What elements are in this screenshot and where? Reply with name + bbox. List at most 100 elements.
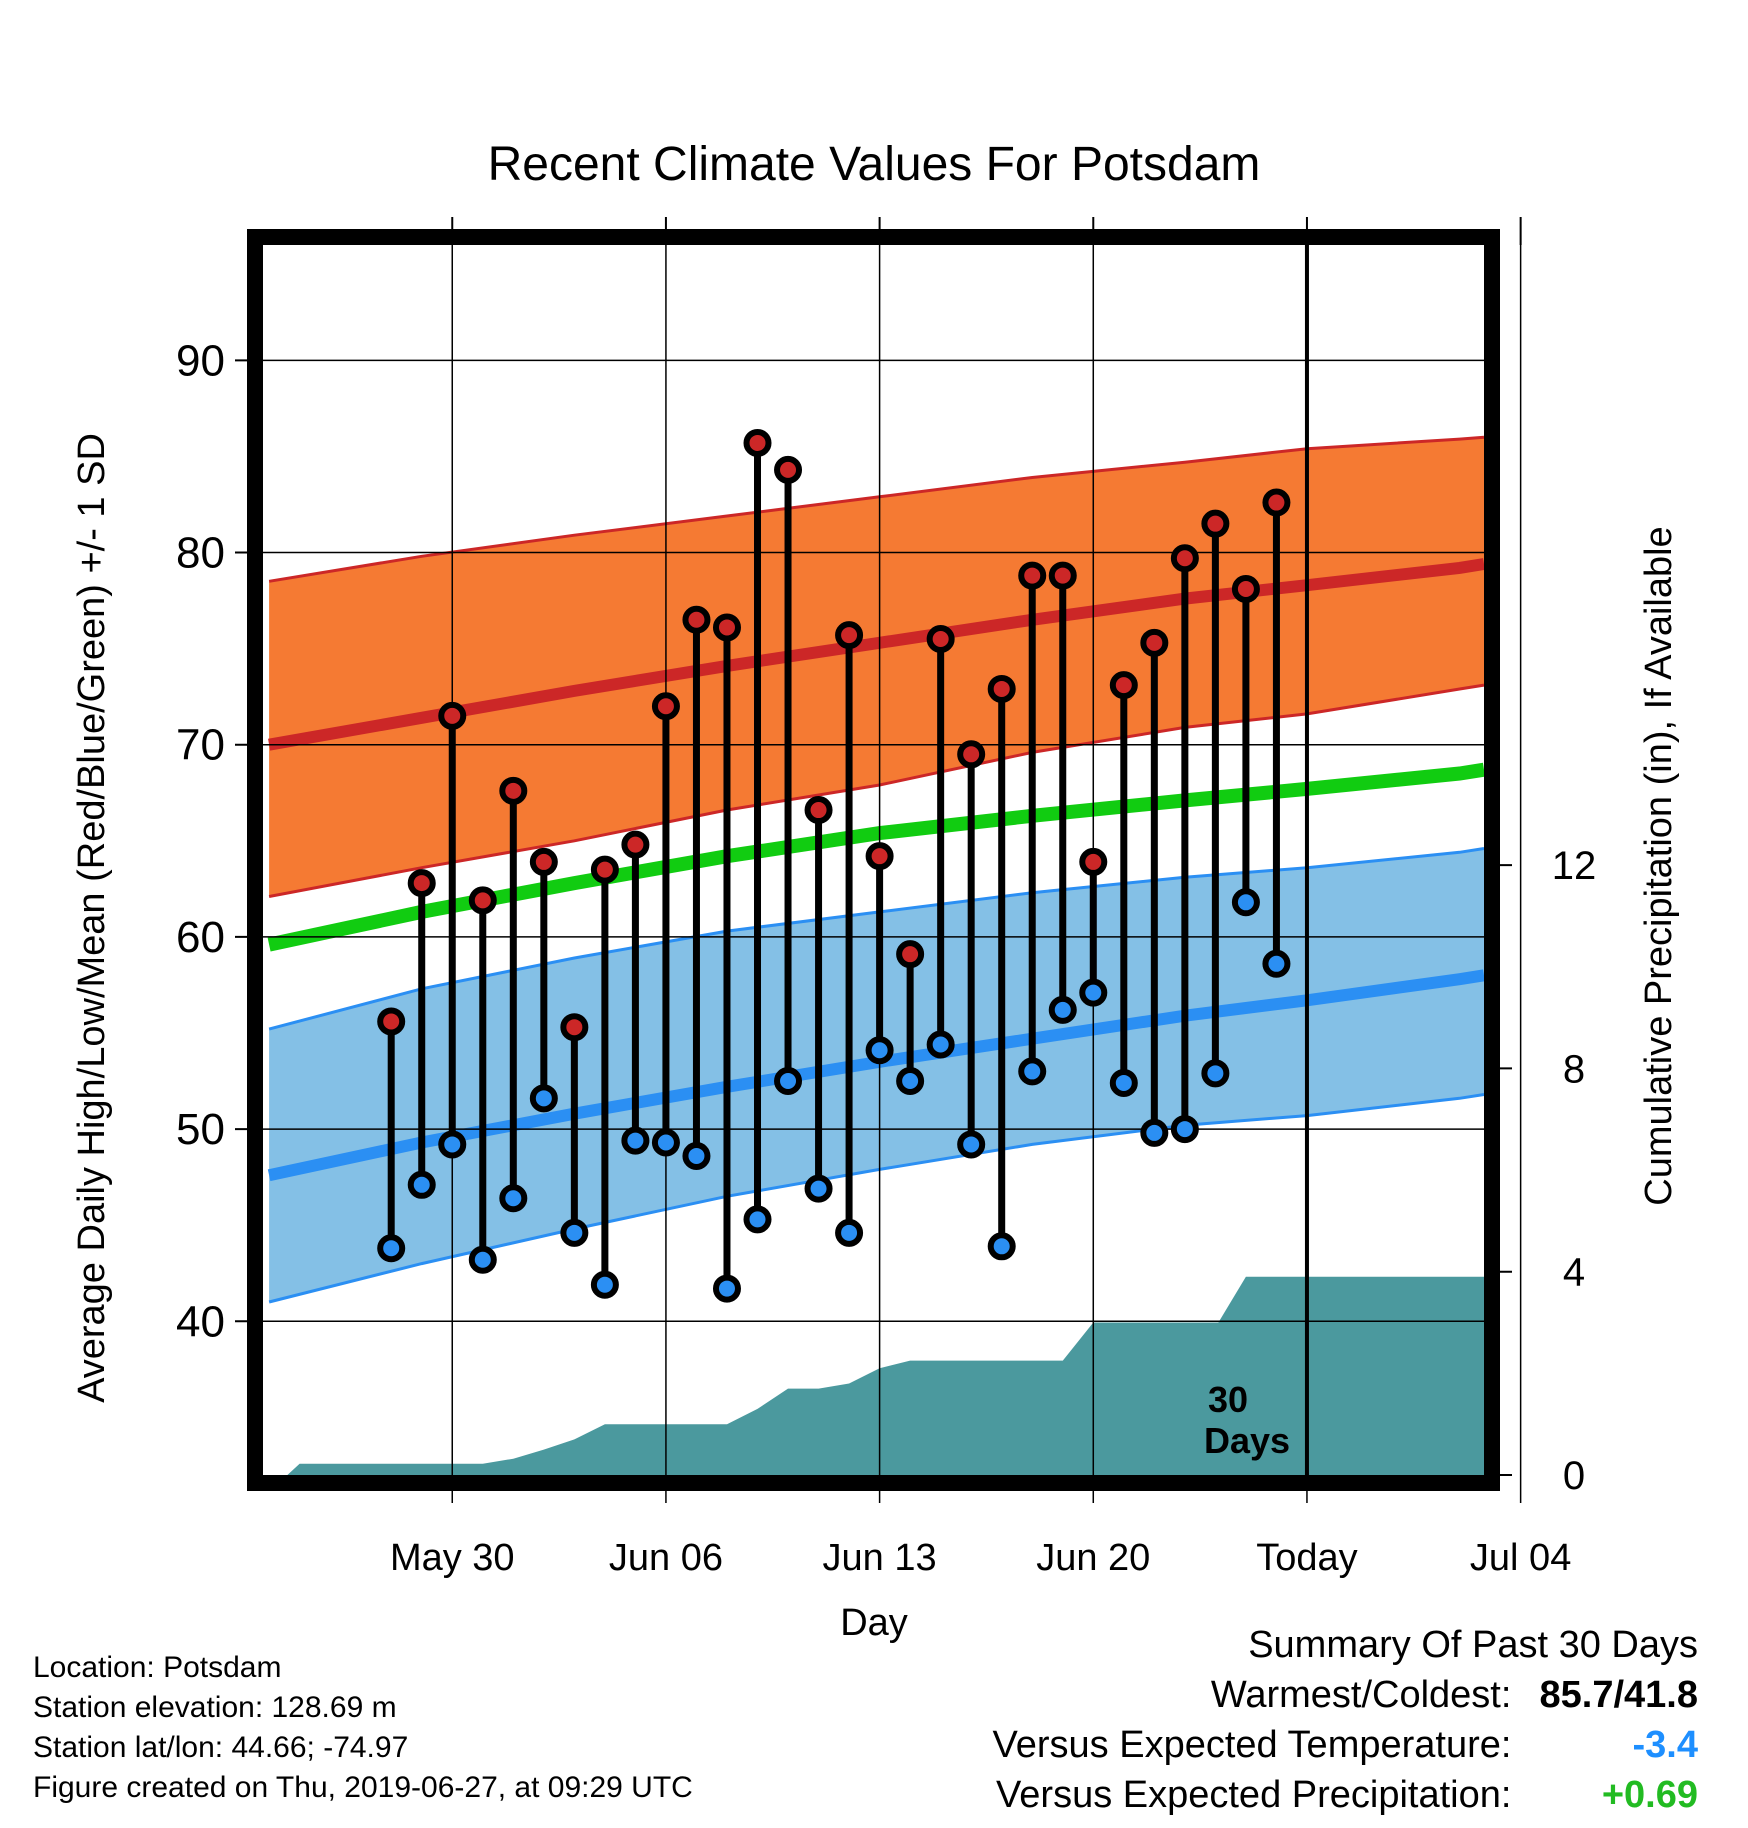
daily-low-point bbox=[743, 1205, 772, 1234]
y-tick-label: 60 bbox=[176, 913, 225, 962]
daily-high-point bbox=[804, 796, 833, 825]
daily-high-point bbox=[1140, 628, 1169, 657]
y-tick-label: 90 bbox=[176, 336, 225, 385]
precip-anomaly-row: Versus Expected Precipitation: +0.69 bbox=[993, 1770, 1698, 1820]
daily-low-point bbox=[560, 1218, 589, 1247]
daily-low-point bbox=[1109, 1068, 1138, 1097]
y-tick-label: 40 bbox=[176, 1297, 225, 1346]
x-tick-label: Jun 20 bbox=[1036, 1537, 1150, 1579]
temp-anomaly-value: -3.4 bbox=[1632, 1724, 1698, 1766]
warmest-coldest-row: Warmest/Coldest: 85.7/41.8 bbox=[993, 1670, 1698, 1720]
x-tick-label: Jun 13 bbox=[823, 1537, 937, 1579]
daily-high-point bbox=[926, 624, 955, 653]
daily-high-point bbox=[621, 830, 650, 859]
daily-low-point bbox=[865, 1036, 894, 1065]
daily-high-point bbox=[529, 847, 558, 876]
summary-panel: Summary Of Past 30 Days Warmest/Coldest:… bbox=[993, 1620, 1698, 1820]
daily-low-point bbox=[957, 1130, 986, 1159]
daily-low-point bbox=[896, 1067, 925, 1096]
daily-high-point bbox=[590, 855, 619, 884]
daily-low-point bbox=[682, 1141, 711, 1170]
y2-axis-label: Cumulative Precipitation (in), If Availa… bbox=[1638, 526, 1680, 1205]
daily-low-point bbox=[1262, 949, 1291, 978]
temp-anomaly-row: Versus Expected Temperature: -3.4 bbox=[993, 1720, 1698, 1770]
y2-tick-label: 4 bbox=[1563, 1251, 1585, 1295]
daily-high-point bbox=[896, 940, 925, 969]
plot-frame bbox=[247, 229, 1500, 1491]
daily-high-point bbox=[682, 605, 711, 634]
temp-anomaly-label: Versus Expected Temperature: bbox=[992, 1724, 1512, 1766]
daily-high-point bbox=[499, 776, 528, 805]
daily-high-point bbox=[1048, 561, 1077, 590]
high-sd-upper-line bbox=[268, 435, 1485, 583]
daily-high-point bbox=[560, 1013, 589, 1042]
daily-high-point bbox=[957, 740, 986, 769]
daily-high-point bbox=[1018, 561, 1047, 590]
daily-low-point bbox=[1079, 978, 1108, 1007]
daily-low-point bbox=[1170, 1115, 1199, 1144]
daily-high-point bbox=[1170, 544, 1199, 573]
summary-title: Summary Of Past 30 Days bbox=[1248, 1624, 1698, 1666]
daily-low-point bbox=[804, 1174, 833, 1203]
mean-low-line bbox=[267, 969, 1485, 1182]
today-days-label: Days bbox=[1204, 1420, 1290, 1461]
daily-high-point bbox=[438, 701, 467, 730]
daily-high-point bbox=[407, 869, 436, 898]
y2-tick-label: 12 bbox=[1552, 844, 1597, 888]
daily-high-point bbox=[712, 613, 741, 642]
mean-temperature-line bbox=[267, 762, 1486, 952]
daily-low-point bbox=[651, 1128, 680, 1157]
observations bbox=[377, 428, 1291, 1303]
low-sd-upper-line bbox=[268, 847, 1485, 1031]
today-days-count: 30 bbox=[1208, 1379, 1248, 1420]
daily-high-point bbox=[987, 674, 1016, 703]
daily-low-point bbox=[1231, 888, 1260, 917]
daily-low-point bbox=[407, 1170, 436, 1199]
mean-high-line bbox=[268, 558, 1485, 751]
daily-high-point bbox=[377, 1007, 406, 1036]
daily-low-point bbox=[621, 1126, 650, 1155]
warmest-coldest-value: 85.7/41.8 bbox=[1539, 1674, 1698, 1716]
warmest-coldest-label: Warmest/Coldest: bbox=[1210, 1674, 1512, 1716]
daily-low-point bbox=[926, 1030, 955, 1059]
daily-low-point bbox=[774, 1067, 803, 1096]
created-text: Figure created on Thu, 2019-06-27, at 09… bbox=[33, 1771, 693, 1804]
daily-high-point bbox=[865, 842, 894, 871]
daily-low-point bbox=[835, 1218, 864, 1247]
elevation-text: Station elevation: 128.69 m bbox=[33, 1691, 397, 1724]
daily-high-point bbox=[1109, 671, 1138, 700]
daily-high-point bbox=[468, 886, 497, 915]
daily-low-point bbox=[1201, 1059, 1230, 1088]
daily-high-point bbox=[1231, 575, 1260, 604]
y-axis-label: Average Daily High/Low/Mean (Red/Blue/Gr… bbox=[71, 433, 113, 1403]
x-tick-label: May 30 bbox=[390, 1537, 515, 1579]
daily-low-point bbox=[1140, 1118, 1169, 1147]
daily-low-point bbox=[712, 1274, 741, 1303]
precipitation-area bbox=[269, 1276, 1485, 1475]
daily-high-point bbox=[651, 692, 680, 721]
y2-tick-label: 0 bbox=[1563, 1454, 1585, 1498]
daily-low-point bbox=[529, 1084, 558, 1113]
low-sd-lower-line bbox=[268, 1093, 1485, 1304]
daily-high-point bbox=[774, 455, 803, 484]
daily-high-point bbox=[1262, 488, 1291, 517]
daily-high-point bbox=[835, 621, 864, 650]
x-axis-label: Day bbox=[840, 1602, 908, 1644]
latlon-text: Station lat/lon: 44.66; -74.97 bbox=[33, 1731, 409, 1764]
daily-low-point bbox=[1048, 995, 1077, 1024]
daily-low-point bbox=[438, 1130, 467, 1159]
daily-low-point bbox=[468, 1245, 497, 1274]
daily-low-point bbox=[987, 1232, 1016, 1261]
y-tick-label: 50 bbox=[176, 1105, 225, 1154]
daily-low-point bbox=[499, 1184, 528, 1213]
y-tick-label: 70 bbox=[176, 721, 225, 770]
daily-high-point bbox=[743, 428, 772, 457]
daily-low-point bbox=[377, 1234, 406, 1263]
frame bbox=[247, 229, 1500, 1491]
y-tick-label: 80 bbox=[176, 529, 225, 578]
high-sd-lower-line bbox=[268, 683, 1485, 898]
daily-high-point bbox=[1079, 847, 1108, 876]
daily-low-point bbox=[590, 1270, 619, 1299]
location-text: Location: Potsdam bbox=[33, 1651, 282, 1684]
